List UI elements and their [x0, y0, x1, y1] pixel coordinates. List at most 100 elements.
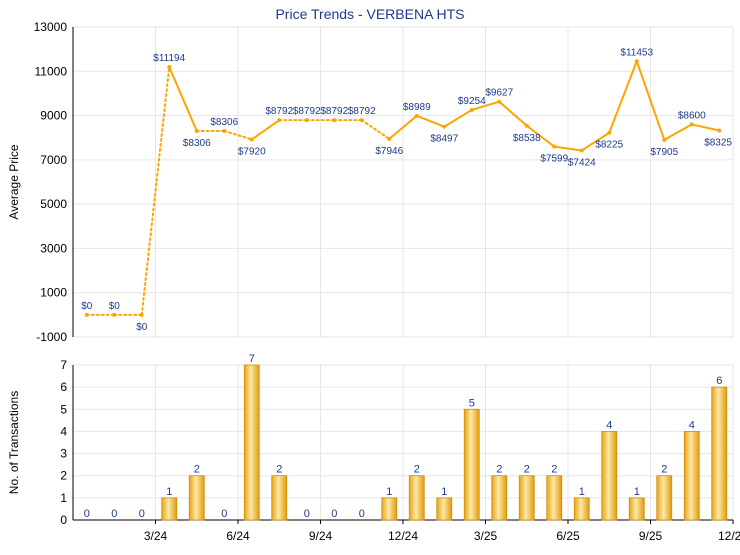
price-y-tick-label: 5000 [40, 197, 67, 211]
price-line-segment [635, 60, 666, 141]
bar-data-label: 6 [716, 375, 722, 387]
transaction-bar [518, 475, 535, 521]
bar-data-label: 7 [249, 353, 255, 365]
price-line-segment [608, 60, 638, 134]
price-point [524, 123, 529, 128]
bar-data-label: 1 [441, 486, 447, 498]
price-point [222, 128, 227, 133]
bar-data-label: 1 [634, 486, 640, 498]
price-data-label: $8792 [293, 106, 321, 117]
bar-y-tick-label: 2 [60, 469, 67, 483]
x-tick-label: 6/25 [556, 529, 580, 543]
transaction-bar [491, 475, 508, 521]
transaction-bar [161, 497, 178, 521]
price-line-segment [168, 65, 198, 132]
price-y-tick-label: 7000 [40, 153, 67, 167]
bar-y-tick-label: 5 [60, 402, 67, 416]
price-point [469, 107, 474, 112]
price-line-segment [690, 123, 721, 132]
chart-title: Price Trends - VERBENA HTS [275, 6, 465, 22]
price-line-segment [525, 124, 556, 148]
bar-y-axis-label: No. of Transactions [7, 391, 21, 494]
price-data-label: $8989 [403, 102, 431, 113]
bar-data-label: 0 [359, 508, 365, 520]
price-line-segment [553, 145, 583, 152]
price-point [139, 312, 144, 317]
price-panel: -1000 1000 3000 5000 7000 9000 11000 13000 Avera… [7, 20, 734, 344]
price-data-label: $8792 [265, 106, 293, 117]
price-line-segment [663, 123, 693, 141]
price-data-label: $11453 [620, 47, 653, 58]
price-y-tick-label: 9000 [40, 109, 67, 123]
price-y-tick-label: 11000 [35, 64, 68, 78]
bar-data-label: 4 [689, 419, 695, 431]
price-point [579, 148, 584, 153]
price-line-segment [250, 119, 281, 141]
transaction-bar [628, 497, 645, 521]
x-tick-label: 12/24 [388, 529, 418, 543]
price-line-segment [498, 100, 528, 127]
x-tick-label: 3/24 [144, 529, 168, 543]
bar-y-tick-label: 3 [60, 447, 67, 461]
price-data-label: $7599 [540, 154, 568, 165]
transaction-bar [683, 431, 700, 521]
price-y-tick-label: 3000 [40, 241, 67, 255]
price-data-label: $7424 [568, 157, 596, 168]
price-data-label: $7920 [238, 146, 266, 157]
bar-data-label: 2 [524, 464, 530, 476]
transaction-bar [546, 475, 563, 521]
price-point [607, 130, 612, 135]
price-data-label: $7905 [650, 147, 678, 158]
price-point [167, 64, 172, 69]
price-data-label: $8600 [678, 110, 706, 121]
bar-data-label: 2 [661, 464, 667, 476]
bar-data-label: 2 [414, 464, 420, 476]
bar-data-label: 0 [84, 508, 90, 520]
bar-y-tick-label: 4 [60, 424, 67, 438]
price-data-label: $7946 [375, 146, 403, 157]
price-line-segment [580, 131, 611, 152]
price-line-segment [443, 108, 473, 128]
price-point [304, 118, 309, 123]
bar-y-tick-label: 0 [60, 513, 67, 527]
transaction-bar [601, 431, 618, 521]
bar-data-label: 2 [496, 464, 502, 476]
price-point [662, 137, 667, 142]
transaction-bar [381, 497, 398, 521]
bar-y-tick-label: 1 [60, 491, 67, 505]
price-line-segment [470, 100, 501, 111]
price-data-label: $8225 [595, 140, 623, 151]
bar-data-label: 1 [386, 486, 392, 498]
price-point [84, 312, 89, 317]
price-data-label: $8497 [430, 134, 458, 145]
x-tick-label: 6/24 [226, 529, 250, 543]
x-tick-label: 9/25 [639, 529, 663, 543]
price-point [359, 118, 364, 123]
bar-data-label: 0 [111, 508, 117, 520]
transaction-bar [656, 475, 673, 521]
price-y-axis-label: Average Price [7, 144, 21, 219]
price-line-segment [140, 65, 171, 316]
price-point [497, 99, 502, 104]
price-data-label: $8792 [348, 106, 376, 117]
price-line-segment [360, 119, 391, 140]
transaction-bar [188, 475, 205, 521]
price-point [332, 118, 337, 123]
bar-data-label: 4 [606, 419, 612, 431]
bar-y-tick-label: 7 [60, 358, 67, 372]
x-tick-label: 12/25 [718, 529, 740, 543]
bar-data-label: 2 [194, 464, 200, 476]
transaction-bar [436, 497, 453, 521]
transactions-panel: 0 1 2 3 4 5 6 7 3/24 6/24 9/24 12/24 3/25 6/25 9/25 12/… [7, 353, 740, 543]
price-line-segment [223, 129, 253, 141]
price-point [552, 144, 557, 149]
bar-y-tick-label: 6 [60, 380, 67, 394]
price-data-label: $11194 [153, 53, 185, 64]
transaction-bar [408, 475, 425, 521]
transaction-bar [271, 475, 288, 521]
price-data-label: $8306 [210, 117, 238, 128]
price-data-label: $8306 [183, 138, 211, 149]
bar-data-label: 1 [166, 486, 172, 498]
price-point [277, 118, 282, 123]
